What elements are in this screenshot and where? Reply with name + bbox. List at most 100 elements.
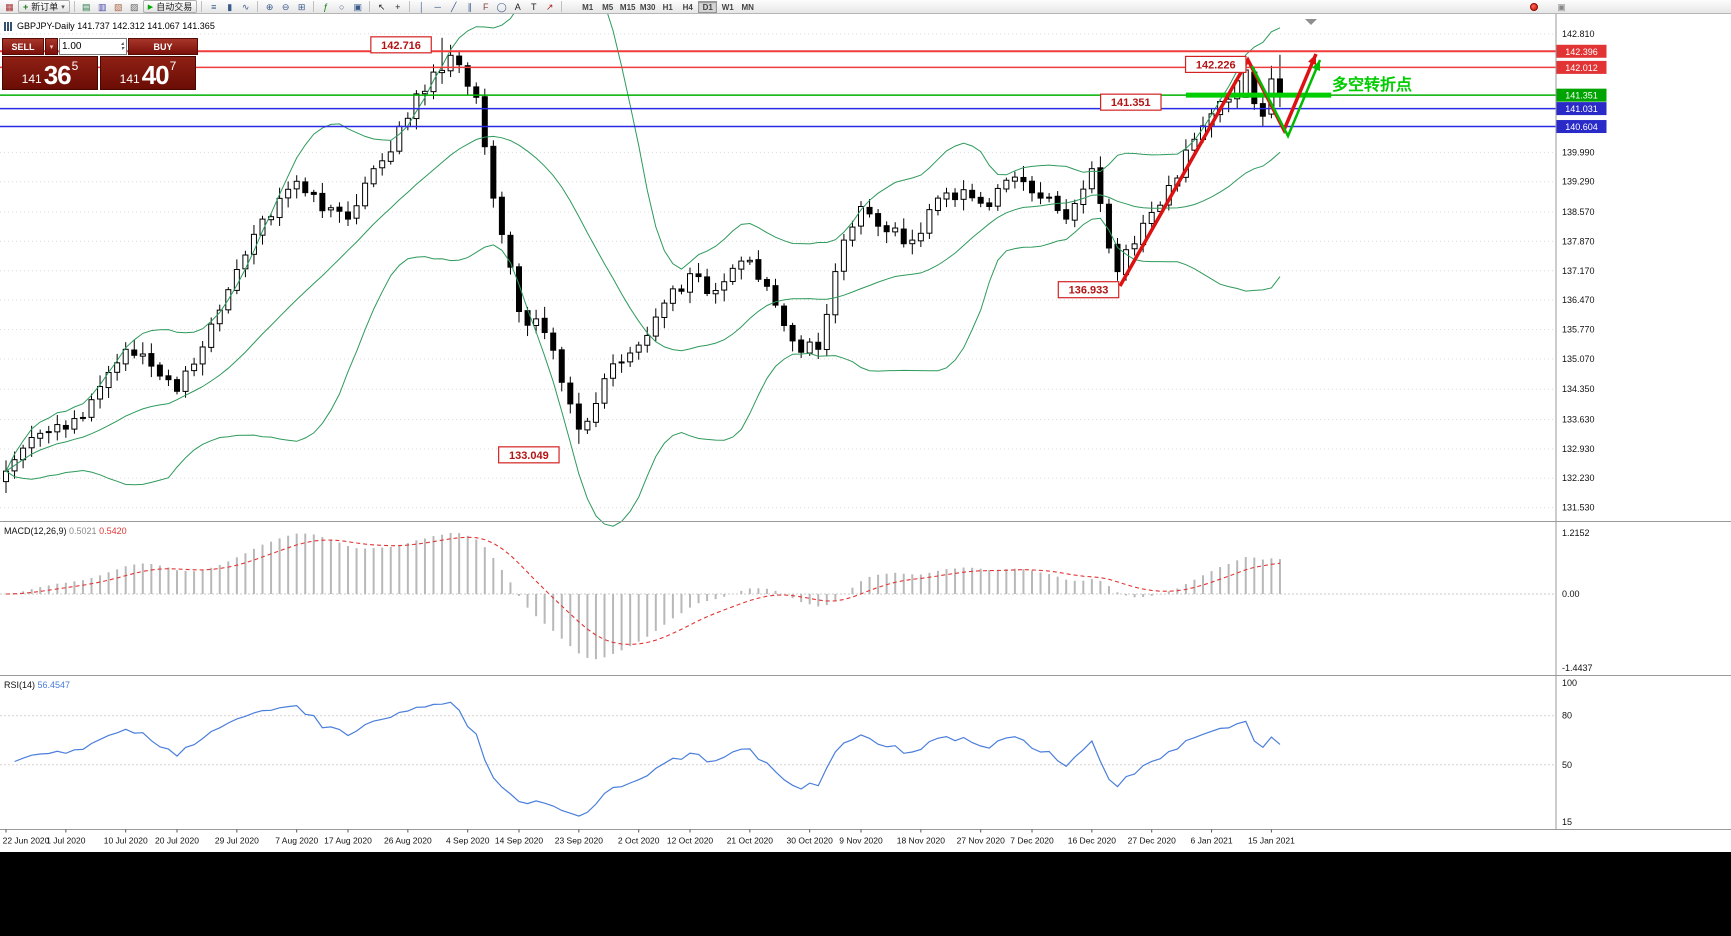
chart-symbol-info: GBPJPY-Daily 141.737 142.312 141.067 141… — [4, 21, 215, 31]
indicators-icon[interactable]: ƒ — [323, 1, 329, 12]
templates-icon[interactable]: ▣ — [353, 1, 362, 12]
svg-text:50: 50 — [1562, 760, 1572, 770]
svg-text:18 Nov 2020: 18 Nov 2020 — [897, 836, 945, 846]
svg-text:138.570: 138.570 — [1562, 207, 1595, 217]
sell-price-point: 5 — [71, 59, 79, 73]
text-label-tool-icon[interactable]: T — [530, 1, 537, 12]
svg-text:6 Jan 2021: 6 Jan 2021 — [1191, 836, 1233, 846]
auto-trading-button[interactable]: ▶ 自动交易 — [142, 0, 198, 13]
periods-icon[interactable]: ○ — [338, 1, 345, 12]
svg-text:142.810: 142.810 — [1562, 29, 1595, 39]
toolbar-separator — [561, 1, 563, 12]
main-toolbar: ▦ + 新订单 ▾ ▤ ▥ ▧ ▨ ▶ 自动交易 ≡ ▮ ∿ ⊕ ⊖ ⊞ ƒ ○… — [0, 0, 1731, 14]
text-tool-icon[interactable]: A — [514, 1, 521, 12]
order-options-dropdown[interactable]: ▾ — [45, 38, 58, 55]
sell-button[interactable]: SELL — [2, 38, 44, 55]
macd-label: MACD(12,26,9) 0.5021 0.5420 — [4, 526, 127, 536]
toolbar-separator — [201, 1, 203, 12]
trendline-tool-icon[interactable]: ╱ — [450, 1, 457, 12]
horizontal-line-tool-icon[interactable]: ─ — [434, 1, 441, 12]
toolbar-separator — [409, 1, 411, 12]
toolbar-separator — [257, 1, 259, 12]
chart-icon — [4, 21, 13, 31]
crosshair-icon[interactable]: + — [395, 1, 401, 12]
zoom-out-icon[interactable]: ⊖ — [281, 1, 290, 12]
tf-button-h1[interactable]: H1 — [662, 2, 673, 12]
buy-price-point: 7 — [169, 59, 177, 73]
data-window-icon[interactable]: ▥ — [98, 1, 107, 12]
fibonacci-tool-icon[interactable]: F — [482, 1, 489, 12]
candlestick-chart-type-icon[interactable]: ▮ — [227, 1, 233, 12]
svg-text:137.870: 137.870 — [1562, 236, 1595, 246]
cursor-icon[interactable]: ↖ — [377, 1, 386, 12]
svg-text:136.933: 136.933 — [1069, 285, 1109, 297]
chart-shift-marker — [1305, 19, 1317, 25]
macd-histogram — [13, 533, 1281, 660]
svg-text:15: 15 — [1562, 817, 1572, 827]
price-chart[interactable]: 142.810 139.990 139.290 138.570 137.870 137.1… — [0, 14, 1731, 852]
svg-text:142.226: 142.226 — [1196, 59, 1236, 71]
tf-button-w1[interactable]: W1 — [721, 2, 734, 12]
toolbar-separator — [369, 1, 371, 12]
navigator-icon[interactable]: ▧ — [114, 1, 123, 12]
rsi-label: RSI(14) 56.4547 — [4, 680, 70, 690]
tf-button-d1[interactable]: D1 — [698, 0, 718, 13]
spinner-down-icon[interactable]: ▾ — [120, 45, 124, 52]
svg-text:135.070: 135.070 — [1562, 354, 1595, 364]
svg-text:141.031: 141.031 — [1565, 104, 1598, 114]
svg-text:134.350: 134.350 — [1562, 384, 1595, 394]
timeframe-group: M1 M5 M15 M30 H1 H4 D1 W1 MN — [578, 0, 757, 13]
svg-text:20 Jul 2020: 20 Jul 2020 — [155, 836, 199, 846]
auto-trading-play-icon: ▶ — [147, 3, 154, 11]
line-chart-type-icon[interactable]: ∿ — [241, 1, 250, 12]
buy-button[interactable]: BUY — [128, 38, 198, 55]
volume-spinner[interactable]: ▴ ▾ — [120, 40, 124, 52]
svg-text:132.930: 132.930 — [1562, 444, 1595, 454]
svg-text:27 Nov 2020: 27 Nov 2020 — [957, 836, 1005, 846]
toolbar-separator — [73, 1, 75, 12]
volume-input[interactable]: 1.00 ▴ ▾ — [59, 38, 127, 55]
tf-button-h4[interactable]: H4 — [682, 2, 693, 12]
svg-text:15 Jan 2021: 15 Jan 2021 — [1248, 836, 1295, 846]
buy-label: BUY — [153, 41, 173, 52]
toolbar-separator — [313, 1, 315, 12]
new-order-button[interactable]: + 新订单 ▾ — [18, 0, 70, 13]
chevron-down-icon: ▾ — [49, 43, 54, 51]
buy-price-display[interactable]: 141 40 7 — [100, 56, 196, 90]
tf-button-m30[interactable]: M30 — [639, 2, 656, 12]
candles — [3, 37, 1283, 494]
sell-price-display[interactable]: 141 36 5 — [2, 56, 98, 90]
sell-price-whole: 141 — [21, 71, 42, 86]
svg-text:14 Sep 2020: 14 Sep 2020 — [495, 836, 543, 846]
zoom-in-icon[interactable]: ⊕ — [265, 1, 274, 12]
terminal-icon[interactable]: ▨ — [130, 1, 139, 12]
vertical-line-tool-icon[interactable]: │ — [418, 1, 425, 12]
svg-text:136.470: 136.470 — [1562, 295, 1595, 305]
svg-text:80: 80 — [1562, 711, 1572, 721]
svg-text:27 Dec 2020: 27 Dec 2020 — [1128, 836, 1176, 846]
tile-windows-icon[interactable]: ⊞ — [297, 1, 306, 12]
market-watch-icon[interactable]: ▤ — [82, 1, 91, 12]
spinner-up-icon[interactable]: ▴ — [120, 40, 124, 47]
svg-text:1.2152: 1.2152 — [1562, 528, 1590, 538]
tf-button-m1[interactable]: M1 — [582, 2, 594, 12]
svg-text:17 Aug 2020: 17 Aug 2020 — [324, 836, 372, 846]
svg-text:7 Aug 2020: 7 Aug 2020 — [275, 836, 318, 846]
tf-button-mn[interactable]: MN — [741, 2, 754, 12]
tf-button-m5[interactable]: M5 — [602, 2, 614, 12]
notification-icon[interactable] — [1530, 2, 1538, 11]
chart-window-icon[interactable]: ▦ — [5, 1, 14, 12]
svg-text:137.170: 137.170 — [1562, 266, 1595, 276]
tf-button-m15[interactable]: M15 — [619, 2, 636, 12]
one-click-trading-panel: SELL ▾ 1.00 ▴ ▾ BUY 141 36 5 141 40 7 — [2, 38, 198, 90]
svg-text:133.049: 133.049 — [509, 450, 549, 462]
new-order-icon: + — [23, 1, 29, 12]
bar-chart-type-icon[interactable]: ≡ — [211, 1, 217, 12]
arrows-tool-icon[interactable]: ↗ — [545, 1, 554, 12]
svg-text:10 Jul 2020: 10 Jul 2020 — [104, 836, 148, 846]
community-icon[interactable]: ▣ — [1557, 1, 1566, 12]
ellipse-tool-icon[interactable]: ◯ — [496, 1, 507, 12]
channel-tool-icon[interactable]: ∥ — [467, 1, 472, 12]
svg-text:26 Aug 2020: 26 Aug 2020 — [384, 836, 432, 846]
svg-text:16 Dec 2020: 16 Dec 2020 — [1068, 836, 1116, 846]
